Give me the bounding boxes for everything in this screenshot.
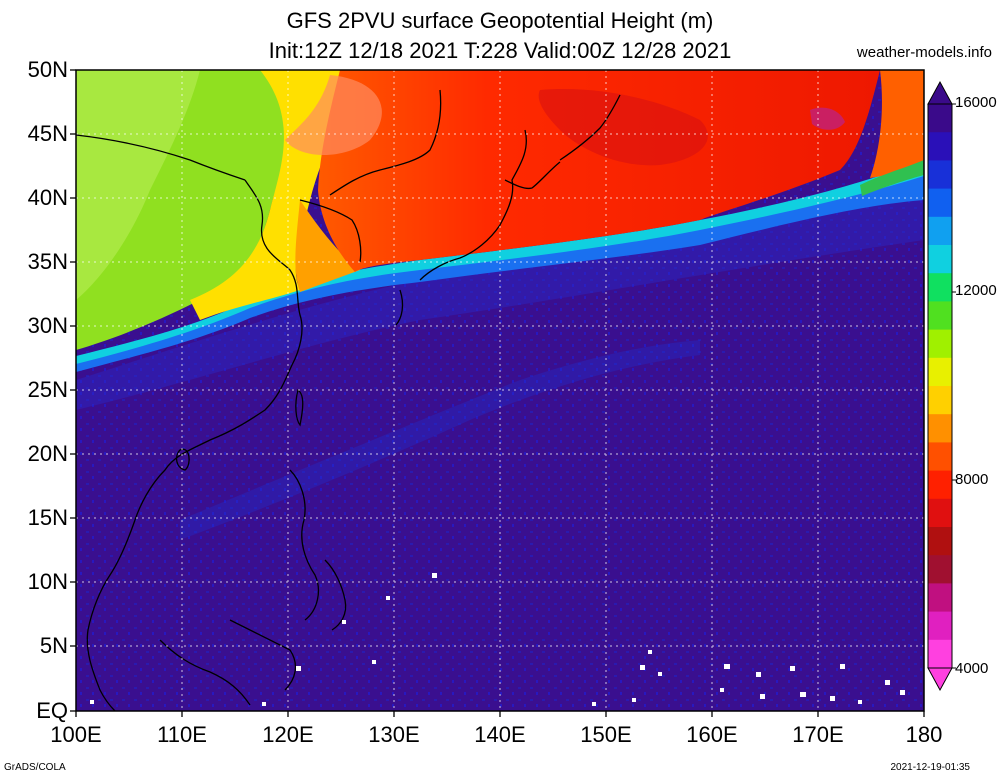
colorbar <box>927 103 956 669</box>
dark-red-swirl <box>538 89 708 166</box>
colorbar-swatch <box>928 639 952 669</box>
colorbar-swatch <box>928 414 952 443</box>
lon-label-110e: 110E <box>157 722 207 747</box>
colorbar-swatch <box>928 329 952 359</box>
footer-timestamp: 2021-12-19-01:35 <box>890 762 970 773</box>
lat-label-5n: 5N <box>39 633 68 658</box>
colorbar-swatch <box>928 498 952 528</box>
lon-label-150e: 150E <box>580 722 632 747</box>
lat-label-50n: 50N <box>27 57 68 82</box>
colorbar-bottom-arrow <box>927 667 953 692</box>
colorbar-swatch <box>928 245 952 274</box>
lat-label-40n: 40N <box>27 185 68 210</box>
colorbar-swatch <box>928 470 952 500</box>
lat-label-15n: 15N <box>27 505 68 530</box>
red-region <box>318 70 880 272</box>
magenta-patch <box>810 107 845 130</box>
pale-swirl <box>285 75 382 155</box>
colorbar-swatch <box>928 555 952 584</box>
colorbar-swatch <box>928 611 952 641</box>
lat-label-10n: 10N <box>27 569 68 594</box>
lon-label-170e: 170E <box>792 722 844 747</box>
colorbar-swatch <box>928 527 952 556</box>
lon-label-140e: 140E <box>474 722 526 747</box>
site-watermark[interactable]: weather-models.info <box>856 44 992 61</box>
lon-label-160e: 160E <box>686 722 738 747</box>
colorbar-label-12000: 12000 <box>955 282 997 299</box>
lat-label-30n: 30N <box>27 313 68 338</box>
lat-label-45n: 45N <box>27 121 68 146</box>
lon-label-120e: 120E <box>262 722 314 747</box>
blue-band <box>76 195 924 410</box>
colorbar-swatch <box>928 301 952 331</box>
lat-label-20n: 20N <box>27 441 68 466</box>
lon-label-130e: 130E <box>368 722 420 747</box>
colorbar-swatch <box>928 188 952 218</box>
footer-software: GrADS/COLA <box>4 762 66 773</box>
missing-data-dots <box>90 573 905 706</box>
colorbar-swatch <box>928 357 952 387</box>
colorbar-label-16000: 16000 <box>955 94 997 111</box>
colorbar-swatch <box>928 583 952 613</box>
colorbar-top-arrow <box>927 80 953 105</box>
lon-label-100e: 100E <box>50 722 102 747</box>
east-blue-edge <box>860 160 924 196</box>
gridlines <box>76 70 924 711</box>
colorbar-label-8000: 8000 <box>955 471 989 488</box>
east-high-patch <box>870 70 924 178</box>
coastlines <box>75 89 621 712</box>
orange-band <box>295 200 360 292</box>
light-green-region <box>76 70 200 300</box>
lat-label-35n: 35N <box>27 249 68 274</box>
axis-ticks <box>70 69 925 717</box>
lat-label-25n: 25N <box>27 377 68 402</box>
colorbar-swatch <box>928 104 952 133</box>
colorbar-label-4000: 4000 <box>955 660 989 677</box>
colorbar-swatch <box>928 442 952 472</box>
blue-streak <box>180 340 700 540</box>
chart-subtitle: Init:12Z 12/18 2021 T:228 Valid:00Z 12/2… <box>268 38 732 63</box>
lat-label-eq: EQ <box>36 698 68 723</box>
colorbar-swatch <box>928 386 952 415</box>
colorbar-swatch <box>928 160 952 190</box>
chart-title: GFS 2PVU surface Geopotential Height (m) <box>286 8 714 33</box>
colorbar-swatch <box>928 273 952 302</box>
colorbar-swatch <box>928 132 952 161</box>
lon-label-180: 180 <box>905 722 943 747</box>
colorbar-swatch <box>928 216 952 246</box>
